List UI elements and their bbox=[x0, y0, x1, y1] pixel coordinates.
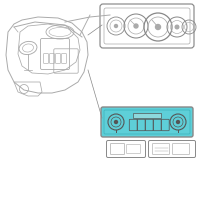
Circle shape bbox=[156, 24, 160, 29]
FancyBboxPatch shape bbox=[101, 107, 193, 137]
Circle shape bbox=[114, 24, 118, 27]
Circle shape bbox=[114, 120, 118, 123]
FancyBboxPatch shape bbox=[133, 113, 161, 118]
Circle shape bbox=[134, 24, 138, 28]
Circle shape bbox=[175, 25, 179, 29]
Circle shape bbox=[177, 120, 180, 123]
